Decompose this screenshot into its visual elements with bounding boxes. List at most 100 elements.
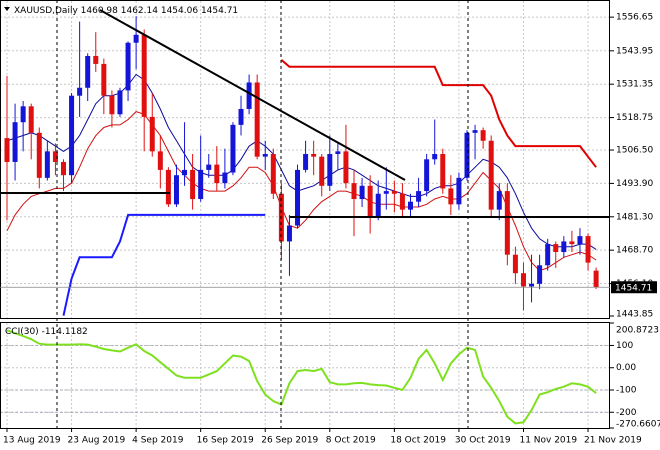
candle-body bbox=[157, 151, 163, 170]
trend-line bbox=[99, 9, 406, 181]
candle-body bbox=[44, 151, 50, 178]
x-tick-label: 18 Oct 2019 bbox=[390, 436, 446, 446]
candle-body bbox=[553, 244, 559, 253]
candle-body bbox=[472, 130, 478, 133]
y-tick-label: -100 bbox=[616, 385, 637, 395]
y-tick-label: 1493.90 bbox=[616, 179, 653, 189]
open-value: 1460.98 bbox=[81, 6, 118, 16]
main-frame bbox=[0, 0, 610, 319]
cci-frame bbox=[0, 322, 610, 429]
candle-body bbox=[367, 185, 373, 218]
menu-triangle bbox=[4, 7, 10, 11]
candle-body bbox=[464, 132, 470, 178]
candle-body bbox=[206, 164, 212, 170]
candle-body bbox=[327, 154, 333, 186]
candle-body bbox=[36, 132, 42, 178]
candle-body bbox=[28, 106, 34, 133]
candle-body bbox=[286, 225, 292, 242]
candle-body bbox=[117, 90, 123, 115]
candle-body bbox=[399, 193, 405, 210]
candle-body bbox=[529, 283, 535, 287]
candle-body bbox=[85, 55, 91, 88]
cci-header: CCI(30) -114.1182 bbox=[5, 327, 88, 337]
candle-body bbox=[408, 201, 413, 210]
candle-body bbox=[359, 185, 365, 200]
candle-body bbox=[537, 265, 543, 284]
candle-body bbox=[448, 188, 454, 205]
candle-body bbox=[520, 273, 526, 287]
candle-body bbox=[295, 169, 301, 226]
candle-body bbox=[133, 34, 139, 43]
last-price-label: 1454.71 bbox=[615, 284, 652, 294]
x-tick-label: 8 Oct 2019 bbox=[326, 436, 376, 446]
candle-body bbox=[585, 236, 591, 263]
low-value: 1454.06 bbox=[161, 6, 198, 16]
candle-body bbox=[303, 154, 309, 170]
chart-header: XAUUSD,Daily 1460.98 1462.14 1454.06 145… bbox=[14, 6, 238, 16]
candle-body bbox=[311, 154, 317, 157]
candle-body bbox=[512, 254, 518, 274]
candle-body bbox=[375, 193, 381, 218]
line bbox=[62, 213, 266, 316]
candle-body bbox=[424, 159, 430, 192]
candle-body bbox=[69, 95, 75, 176]
candle-body bbox=[12, 122, 18, 162]
x-tick-label: 4 Sep 2019 bbox=[132, 436, 184, 446]
candle-body bbox=[270, 154, 276, 194]
candle-body bbox=[496, 191, 502, 210]
high-value: 1462.14 bbox=[121, 6, 158, 16]
candle-body bbox=[335, 151, 341, 155]
x-tick-label: 26 Sep 2019 bbox=[261, 436, 318, 446]
y-tick-label: -270.6607 bbox=[616, 420, 660, 430]
candle-body bbox=[246, 82, 252, 109]
candle-body bbox=[569, 241, 575, 245]
candle-body bbox=[480, 130, 486, 141]
y-tick-label: 1556.65 bbox=[616, 13, 653, 23]
candle-body bbox=[488, 140, 494, 210]
line bbox=[280, 59, 597, 168]
line bbox=[6, 111, 597, 272]
y-tick-label: 1443.85 bbox=[616, 310, 653, 320]
candle-body bbox=[165, 169, 171, 205]
candle-body bbox=[60, 161, 66, 176]
candle-body bbox=[504, 191, 510, 255]
y-tick-label: 100 bbox=[616, 341, 633, 351]
y-tick-label: 0.00 bbox=[616, 363, 636, 373]
candle-body bbox=[577, 236, 583, 245]
candle-body bbox=[456, 177, 462, 205]
candle-body bbox=[561, 241, 567, 253]
candle-body bbox=[440, 154, 446, 189]
y-tick-label: 1506.50 bbox=[616, 146, 653, 156]
candle-body bbox=[125, 42, 131, 91]
candle-body bbox=[52, 151, 58, 162]
cci-title: CCI(30) bbox=[5, 327, 39, 337]
cci-value: -114.1182 bbox=[42, 327, 88, 337]
line bbox=[6, 329, 597, 425]
candle-body bbox=[109, 95, 115, 115]
chart-title: XAUUSD,Daily bbox=[14, 6, 78, 16]
candle-body bbox=[391, 191, 397, 194]
candle-body bbox=[222, 172, 228, 184]
y-tick-label: 1531.35 bbox=[616, 80, 653, 90]
candle-body bbox=[101, 63, 107, 96]
candle-body bbox=[190, 169, 196, 200]
candle-body bbox=[230, 124, 236, 173]
candle-body bbox=[343, 151, 349, 184]
candle-body bbox=[141, 34, 147, 117]
y-tick-label: -200 bbox=[616, 408, 637, 418]
x-tick-label: 21 Nov 2019 bbox=[584, 436, 642, 446]
candle-body bbox=[4, 138, 10, 162]
candle-body bbox=[319, 156, 325, 186]
candle-body bbox=[149, 116, 155, 152]
y-tick-label: 1481.30 bbox=[616, 212, 653, 222]
candle-body bbox=[351, 183, 357, 200]
plot-area bbox=[0, 1, 610, 432]
candle-body bbox=[262, 154, 268, 157]
candle-body bbox=[20, 106, 26, 123]
y-tick-label: 1543.95 bbox=[616, 46, 653, 56]
x-tick-label: 23 Aug 2019 bbox=[68, 436, 126, 446]
candle-body bbox=[593, 270, 599, 288]
candle-body bbox=[198, 169, 204, 200]
candle-body bbox=[432, 154, 438, 160]
